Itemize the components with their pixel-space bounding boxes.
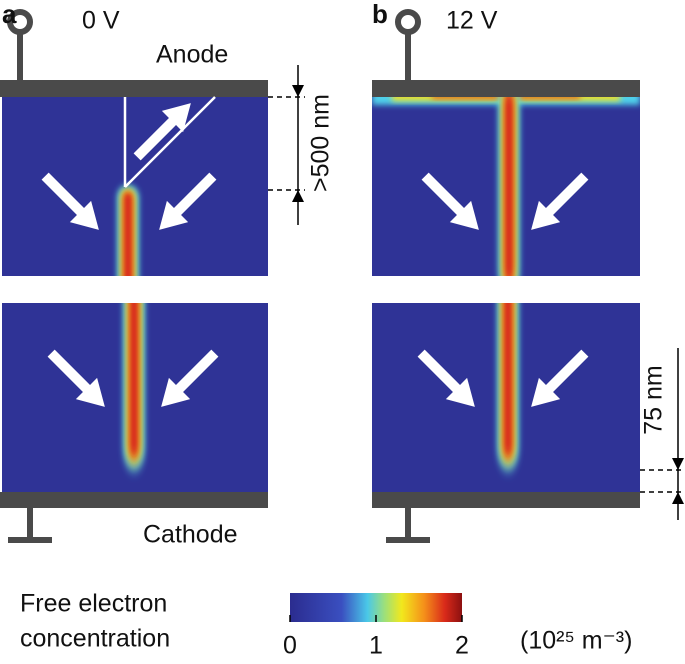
panel-b xyxy=(372,9,685,543)
dimension-label: >500 nm xyxy=(307,94,335,192)
colorbar-tick-label: 1 xyxy=(369,632,383,660)
voltage-label: 0 V xyxy=(82,7,120,35)
colorbar-unit: (10²⁵ m⁻³) xyxy=(520,627,632,655)
panel-a xyxy=(0,9,305,543)
anode-label: Anode xyxy=(156,41,228,69)
colorbar-title: Free electron xyxy=(20,590,167,618)
colorbar-tick-label: 0 xyxy=(283,632,297,660)
voltage-label: 12 V xyxy=(446,7,498,35)
panel-label: b xyxy=(372,0,388,29)
colorbar-title: concentration xyxy=(20,625,170,653)
dimension-label: 75 nm xyxy=(640,365,668,434)
cathode-label: Cathode xyxy=(143,521,238,549)
panel-label: a xyxy=(2,0,17,29)
colorbar-tick-label: 2 xyxy=(455,632,469,660)
